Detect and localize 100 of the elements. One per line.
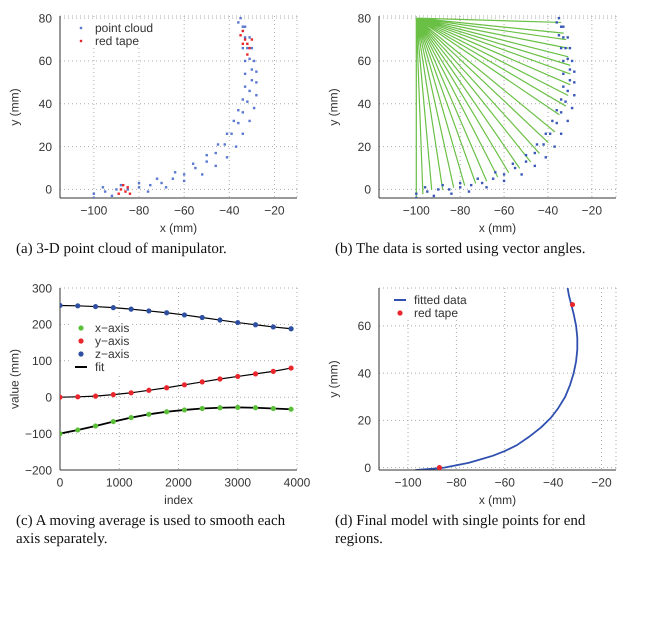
text: (c) A moving average is used to smooth each axis separately. [16,512,286,548]
point [235,320,240,326]
x-tick-label: −60 [494,204,515,218]
point [288,406,294,412]
y-tick-label: 60 [358,54,372,68]
text: (b) The data is sorted using vector angles. [335,240,586,258]
legend-label: red tape [414,306,458,320]
point [146,412,152,417]
legend-label: z−axis [95,346,130,360]
y-tick-label: 60 [38,54,52,68]
legend-label: fit [95,360,104,374]
y-tick-label: 300 [32,281,52,296]
text: (a) 3-D point cloud of manipulator. [16,240,228,258]
x-tick-label: −20 [264,204,285,218]
point [252,371,258,377]
y-tick-label: 80 [358,11,372,26]
x-tick-label: −20 [582,204,602,218]
point [270,368,276,374]
point [200,314,205,320]
legend-label: red tape [95,34,140,48]
y-tick-label: 80 [38,11,52,26]
legend-label: y−axis [95,334,130,348]
point [252,405,258,410]
point [128,390,134,396]
point [200,379,205,385]
point [110,418,116,424]
point [164,385,170,390]
x-tick-label: −40 [542,476,564,490]
point [128,306,134,312]
x-tick-label: −80 [450,204,471,218]
point [288,326,294,332]
x-tick-label: −40 [219,204,240,218]
y-tick-label: 40 [38,97,52,112]
x-tick-label: −80 [128,204,150,218]
point [75,303,80,308]
legend-label: fitted data [414,292,467,306]
y-tick-label: 0 [45,182,52,197]
x-axis-title: x (mm) [160,221,198,235]
point [120,188,122,191]
y-axis-title: value (mm) [7,348,22,410]
point [75,427,80,433]
x-tick-label: 2000 [165,476,192,490]
point [146,388,152,393]
y-axis-title: y (mm) [326,360,340,398]
y-tick-label: 20 [358,414,372,428]
point [217,376,223,382]
x-tick-label: −100 [80,204,108,218]
point [182,312,188,318]
legend-label: point cloud [95,20,154,34]
x-tick-label: −60 [174,204,195,218]
text: (d) Final model with single points for end regions. [335,512,586,548]
point [288,365,294,371]
point [217,317,223,323]
line-series [414,288,578,470]
y-tick-label: 60 [358,319,372,334]
point [200,406,205,412]
point [235,404,240,410]
x-tick-label: −80 [446,476,467,490]
point [164,409,170,414]
x-tick-label: −100 [402,204,430,218]
point [252,322,258,328]
x-tick-label: −100 [394,476,422,490]
x-tick-label: −20 [591,476,612,490]
x-axis-title: x (mm) [478,493,516,507]
point [110,305,116,310]
x-tick-label: 0 [56,476,64,490]
point [110,392,116,398]
point [182,407,188,413]
y-tick-label: −100 [24,426,52,441]
y-tick-label: 0 [364,182,372,197]
x-tick-label: 3000 [224,476,252,490]
y-tick-label: 20 [38,140,52,154]
y-tick-label: −200 [24,463,52,478]
x-tick-label: −40 [538,204,558,218]
point [92,304,98,310]
point [242,42,244,46]
y-axis-title: y (mm) [326,88,340,126]
y-tick-label: 20 [358,140,372,154]
y-tick-label: 40 [358,366,372,380]
y-tick-label: 100 [32,354,52,368]
x-axis-title: x (mm) [478,221,516,235]
point [250,38,254,41]
point [270,406,276,412]
y-tick-label: 0 [45,390,52,404]
y-tick-label: 0 [364,460,372,475]
x-tick-label: 1000 [106,476,133,490]
point [146,308,152,314]
point [75,394,80,400]
point [235,374,240,380]
point [92,423,98,429]
point [164,310,170,316]
point [92,394,98,399]
x-tick-label: 4000 [284,476,311,490]
y-axis-title: y (mm) [7,88,22,126]
point [217,405,223,410]
x-tick-label: −60 [494,476,516,490]
x-axis-title: index [164,493,193,507]
y-tick-label: 40 [358,97,372,112]
legend-label: x−axis [95,320,130,334]
y-tick-label: 200 [32,318,52,332]
